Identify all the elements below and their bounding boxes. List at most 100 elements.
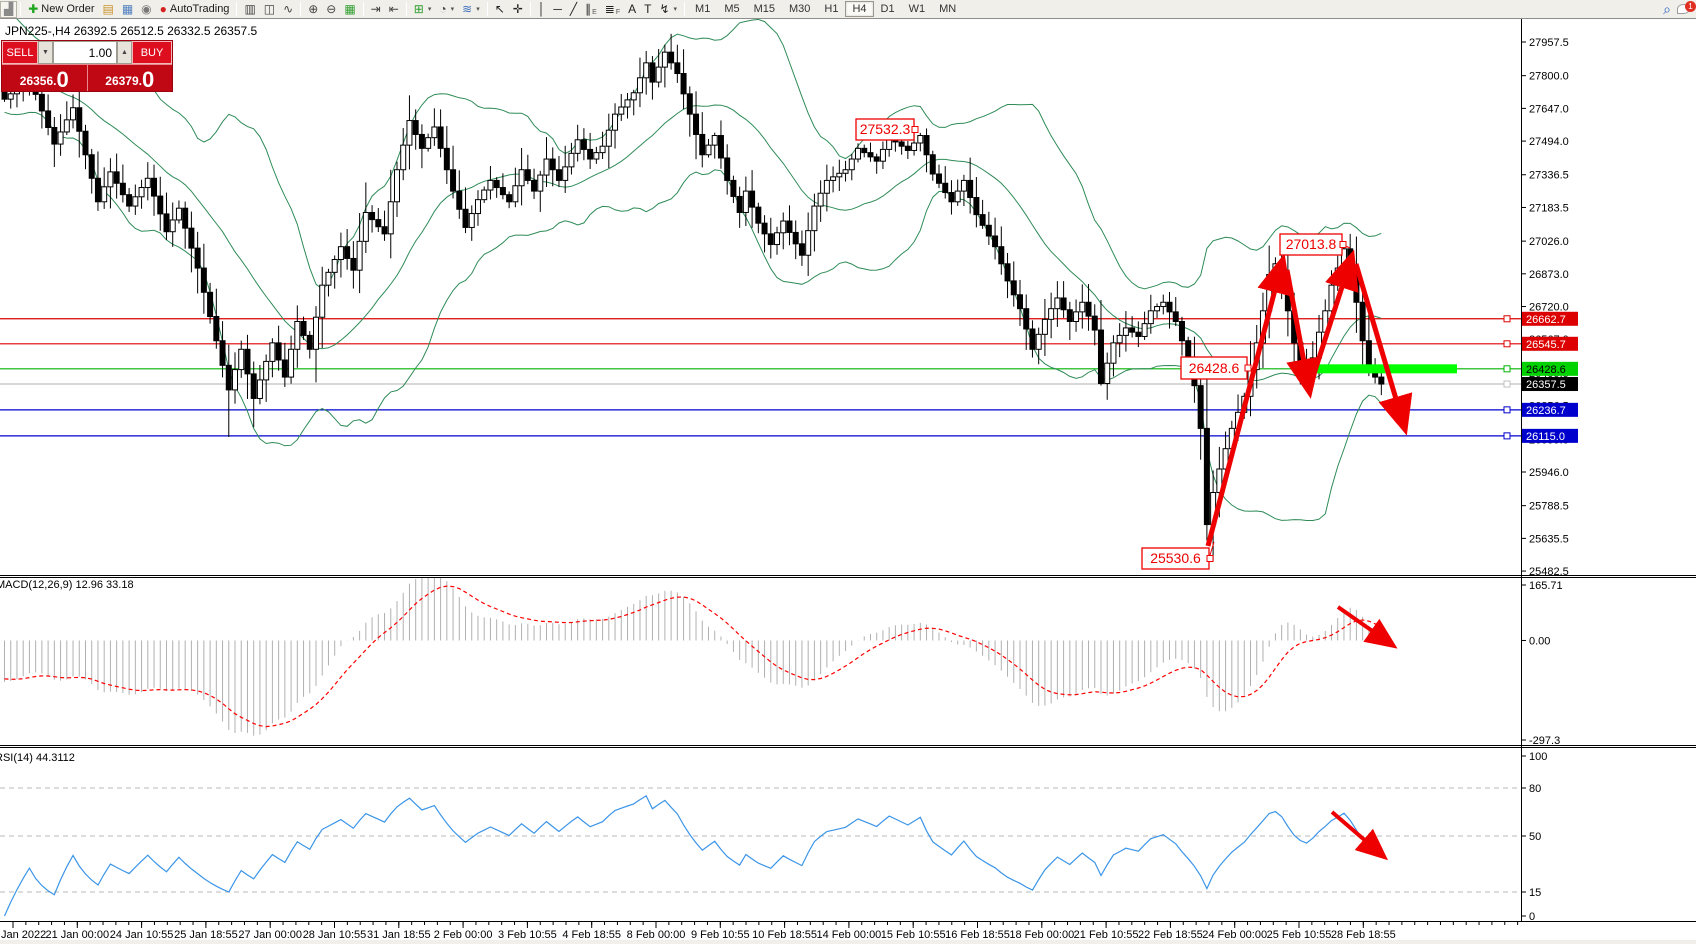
bar-chart-icon[interactable]: ▥ bbox=[240, 1, 259, 18]
price-axis-labels: 26662.7 26545.7 26428.6 26357.5 26236.7 26115… bbox=[1522, 311, 1578, 443]
timeframe-m5[interactable]: M5 bbox=[724, 3, 740, 15]
signals-icon-glyph: ◉ bbox=[141, 2, 152, 16]
cursor-tool[interactable]: ↖ bbox=[491, 1, 509, 18]
svg-text:0: 0 bbox=[1529, 911, 1535, 923]
text-tool[interactable]: A bbox=[624, 1, 640, 18]
tile-windows-icon[interactable]: ▦ bbox=[340, 1, 359, 18]
timeframe-h1[interactable]: H1 bbox=[824, 3, 839, 15]
period-clock-button[interactable]: ◔ ▾ bbox=[435, 1, 458, 18]
svg-text:3 Feb 10:55: 3 Feb 10:55 bbox=[498, 929, 557, 941]
timeframe-w1[interactable]: W1 bbox=[908, 3, 926, 15]
candlestick-series bbox=[1, 33, 1385, 561]
metaeditor-icon[interactable]: ▦ bbox=[118, 1, 137, 18]
price-annotations[interactable]: 27532.3 27013.8 26428.6 25530.6 bbox=[855, 118, 1351, 570]
chart-canvas[interactable]: 27957.5 27800.0 27647.0 27494.0 27336.5 27183… bbox=[0, 19, 1696, 944]
auto-scroll-icon[interactable]: ⇥ bbox=[367, 1, 385, 18]
new-order-button[interactable]: ✚ New Order bbox=[24, 1, 98, 18]
timeframe-m30[interactable]: M30 bbox=[789, 3, 811, 15]
arrows-tool[interactable]: ↯ ▾ bbox=[655, 1, 681, 18]
svg-text:-297.3: -297.3 bbox=[1529, 735, 1560, 747]
new-chart-button[interactable]: ⊞ ▾ bbox=[410, 1, 436, 18]
timeframe-h4[interactable]: H4 bbox=[845, 1, 874, 17]
tile-windows-icon-glyph: ▦ bbox=[344, 2, 356, 16]
auto-scroll-icon-glyph: ⇥ bbox=[370, 2, 381, 16]
templates-button-dropdown[interactable]: ▾ bbox=[476, 6, 480, 13]
market-depth-icon[interactable]: ▤ bbox=[98, 1, 117, 18]
notifications-icon[interactable]: 1 bbox=[1677, 1, 1696, 14]
candlestick-chart-icon[interactable]: ◫ bbox=[260, 1, 279, 18]
channel-tool[interactable]: ∥ E bbox=[581, 1, 601, 18]
rsi-label: RSI(14) 44.3112 bbox=[0, 752, 75, 764]
svg-text:26428.6: 26428.6 bbox=[1526, 364, 1566, 376]
buy-price-pips: 0 bbox=[141, 67, 155, 92]
volume-down-button[interactable]: ▼ bbox=[38, 41, 53, 64]
svg-text:80: 80 bbox=[1529, 783, 1541, 795]
svg-text:25482.5: 25482.5 bbox=[1529, 566, 1569, 578]
highlighted-level-segment[interactable] bbox=[1310, 364, 1457, 374]
svg-text:25946.0: 25946.0 bbox=[1529, 467, 1569, 479]
fibonacci-tool[interactable]: ≣ F bbox=[601, 1, 624, 18]
templates-button[interactable]: ≋ ▾ bbox=[458, 1, 484, 18]
svg-text:28 Feb 18:55: 28 Feb 18:55 bbox=[1331, 929, 1396, 941]
macd-signal-line bbox=[4, 585, 1382, 728]
period-clock-button-dropdown[interactable]: ▾ bbox=[450, 6, 455, 13]
crosshair-tool[interactable]: ✛ bbox=[509, 1, 527, 18]
new-order-button-glyph: ✚ bbox=[28, 2, 39, 16]
svg-text:9 Feb 10:55: 9 Feb 10:55 bbox=[691, 929, 750, 941]
zoom-in-icon[interactable]: ⊕ bbox=[304, 1, 322, 18]
clipped-icon[interactable]: ▟ bbox=[0, 0, 18, 18]
svg-text:26545.7: 26545.7 bbox=[1526, 339, 1566, 351]
period-clock-button-glyph: ◔ bbox=[439, 2, 447, 16]
svg-text:165.71: 165.71 bbox=[1529, 580, 1563, 592]
fibonacci-tool-glyph: ≣ bbox=[604, 2, 615, 16]
timeframe-mn[interactable]: MN bbox=[939, 3, 957, 15]
chart-shift-icon[interactable]: ⇤ bbox=[385, 1, 403, 18]
sell-price-main: 26356. bbox=[19, 74, 57, 88]
svg-text:26720.0: 26720.0 bbox=[1529, 302, 1569, 314]
svg-text:100: 100 bbox=[1529, 751, 1547, 763]
arrows-tool-dropdown[interactable]: ▾ bbox=[673, 6, 678, 13]
autotrading-button[interactable]: ● AutoTrading bbox=[156, 1, 234, 18]
svg-text:31 Jan 18:55: 31 Jan 18:55 bbox=[367, 929, 431, 941]
svg-text:26236.7: 26236.7 bbox=[1526, 405, 1566, 417]
signals-icon[interactable]: ◉ bbox=[137, 1, 155, 18]
search-icon[interactable]: ⌕ bbox=[1663, 1, 1671, 17]
bollinger-bands bbox=[4, 19, 1382, 521]
timeframe-m15[interactable]: M15 bbox=[753, 3, 775, 15]
vertical-line-tool-glyph: │ bbox=[537, 2, 546, 16]
line-chart-icon-glyph: ∿ bbox=[283, 2, 294, 16]
volume-input[interactable] bbox=[53, 41, 117, 64]
trend-arrows[interactable] bbox=[1205, 249, 1413, 861]
vertical-line-tool[interactable]: │ bbox=[534, 1, 550, 18]
svg-text:26662.7: 26662.7 bbox=[1526, 314, 1566, 326]
svg-text:26115.0: 26115.0 bbox=[1526, 431, 1565, 443]
horizontal-line-tool[interactable]: ─ bbox=[549, 1, 566, 18]
svg-text:50: 50 bbox=[1529, 831, 1541, 843]
price-axis: 27957.5 27800.0 27647.0 27494.0 27336.5 27183… bbox=[1521, 37, 1569, 578]
svg-text:14 Feb 00:00: 14 Feb 00:00 bbox=[816, 929, 881, 941]
svg-text:21 Jan 00:00: 21 Jan 00:00 bbox=[45, 929, 109, 941]
buy-price-main: 26379. bbox=[105, 74, 142, 88]
chart-shift-icon-glyph: ⇤ bbox=[388, 2, 399, 16]
svg-text:2 Feb 00:00: 2 Feb 00:00 bbox=[434, 929, 493, 941]
sell-button[interactable]: SELL bbox=[2, 41, 38, 64]
svg-text:27957.5: 27957.5 bbox=[1529, 37, 1569, 49]
trendline-tool[interactable]: ╱ bbox=[566, 1, 581, 18]
window-bottom-edge bbox=[0, 940, 1696, 944]
clipped-icon-glyph: ▟ bbox=[4, 2, 14, 16]
buy-button[interactable]: BUY bbox=[132, 41, 172, 64]
chart-area[interactable]: 27957.5 27800.0 27647.0 27494.0 27336.5 27183… bbox=[0, 19, 1696, 944]
label-tool[interactable]: T bbox=[640, 1, 655, 18]
volume-up-button[interactable]: ▲ bbox=[117, 41, 132, 64]
svg-text:25 Feb 10:55: 25 Feb 10:55 bbox=[1267, 929, 1332, 941]
timeframe-m1[interactable]: M1 bbox=[695, 3, 711, 15]
sell-price[interactable]: 26356. 0 bbox=[2, 65, 88, 91]
timeframe-d1[interactable]: D1 bbox=[880, 3, 895, 15]
zoom-out-icon[interactable]: ⊖ bbox=[322, 1, 340, 18]
new-chart-button-dropdown[interactable]: ▾ bbox=[427, 6, 432, 13]
buy-price[interactable]: 26379. 0 bbox=[88, 65, 173, 91]
line-chart-icon[interactable]: ∿ bbox=[279, 1, 297, 18]
trendline-tool-glyph: ╱ bbox=[569, 2, 578, 16]
macd-axis: 165.71 0.00 -297.3 bbox=[1521, 580, 1563, 747]
